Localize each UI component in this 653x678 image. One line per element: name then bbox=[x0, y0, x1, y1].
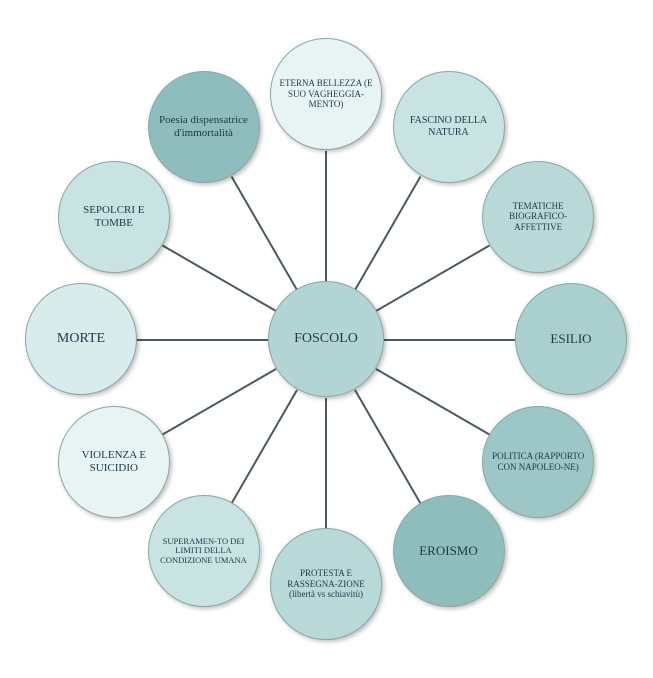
edge-esilio bbox=[384, 339, 515, 341]
node-eterna: ETERNA BELLEZZA (E SUO VAGHEGGIA-MENTO) bbox=[270, 38, 382, 150]
center-node-label: FOSCOLO bbox=[275, 331, 377, 347]
node-poesia-label: Poesia dispensatrice d'immortalità bbox=[155, 114, 253, 139]
edge-poesia bbox=[231, 176, 298, 290]
edge-tematiche bbox=[376, 245, 490, 312]
node-protesta: PROTESTA E RASSEGNA-ZIONE (libertà vs sc… bbox=[270, 528, 382, 640]
node-eroismo-label: EROISMO bbox=[400, 544, 498, 559]
node-esilio: ESILIO bbox=[515, 283, 627, 395]
edge-superamen bbox=[231, 390, 298, 504]
node-superamen-label: SUPERAMEN-TO DEI LIMITI DELLA CONDIZIONE… bbox=[155, 537, 253, 566]
node-protesta-label: PROTESTA E RASSEGNA-ZIONE (libertà vs sc… bbox=[277, 568, 375, 599]
edge-eterna bbox=[325, 151, 327, 282]
node-violenza-label: VIOLENZA E SUICIDIO bbox=[65, 449, 163, 474]
node-morte: MORTE bbox=[25, 283, 137, 395]
node-sepolcri-label: SEPOLCRI E TOMBE bbox=[65, 204, 163, 229]
concept-map: ETERNA BELLEZZA (E SUO VAGHEGGIA-MENTO) F… bbox=[0, 0, 653, 678]
edge-protesta bbox=[325, 398, 327, 529]
node-fascino: FASCINO DELLA NATURA bbox=[393, 71, 505, 183]
node-tematiche: TEMATICHE BIOGRAFICO-AFFETTIVE bbox=[482, 161, 594, 273]
node-politica-label: POLITICA (RAPPORTO CON NAPOLEO-NE) bbox=[489, 451, 587, 472]
edge-politica bbox=[376, 368, 490, 435]
node-fascino-label: FASCINO DELLA NATURA bbox=[400, 115, 498, 138]
edge-eroismo bbox=[354, 390, 421, 504]
node-eterna-label: ETERNA BELLEZZA (E SUO VAGHEGGIA-MENTO) bbox=[277, 78, 375, 109]
edge-violenza bbox=[162, 368, 276, 435]
node-tematiche-label: TEMATICHE BIOGRAFICO-AFFETTIVE bbox=[489, 201, 587, 232]
edge-sepolcri bbox=[162, 245, 276, 312]
center-node: FOSCOLO bbox=[268, 281, 384, 397]
node-violenza: VIOLENZA E SUICIDIO bbox=[58, 406, 170, 518]
node-politica: POLITICA (RAPPORTO CON NAPOLEO-NE) bbox=[482, 406, 594, 518]
node-morte-label: MORTE bbox=[32, 331, 130, 347]
node-sepolcri: SEPOLCRI E TOMBE bbox=[58, 161, 170, 273]
node-superamen: SUPERAMEN-TO DEI LIMITI DELLA CONDIZIONE… bbox=[148, 495, 260, 607]
node-poesia: Poesia dispensatrice d'immortalità bbox=[148, 71, 260, 183]
edge-fascino bbox=[354, 176, 421, 290]
node-esilio-label: ESILIO bbox=[522, 332, 620, 347]
node-eroismo: EROISMO bbox=[393, 495, 505, 607]
edge-morte bbox=[137, 339, 268, 341]
